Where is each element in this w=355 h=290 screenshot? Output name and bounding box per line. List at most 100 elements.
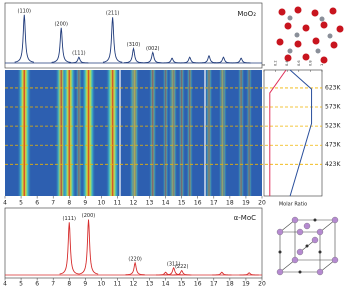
ratio-tick-label: 0.6 [297, 60, 301, 66]
peak [143, 51, 163, 64]
peak [102, 17, 123, 63]
moc-structure [276, 216, 339, 276]
peak-label: (002) [146, 46, 159, 52]
x-tick-label: 18 [226, 200, 234, 207]
x-tick-label: 4 [3, 281, 7, 288]
x-tick-label: 10 [98, 200, 106, 207]
x-tick-label: 20 [258, 281, 266, 288]
x-tick-label: 18 [226, 281, 234, 288]
peak [239, 272, 259, 276]
heat-stripe [62, 70, 77, 196]
x-tick-label: 14 [162, 281, 170, 288]
x-tick-label: 11 [114, 200, 122, 207]
peak [59, 222, 79, 275]
peak [162, 57, 182, 64]
x-tick-label: 5 [19, 281, 23, 288]
peak [231, 57, 251, 64]
ratio-line [269, 69, 287, 196]
heat-stripe [245, 70, 253, 196]
top-frame [4, 2, 263, 69]
ratio-line [289, 69, 313, 197]
x-tick-label: 12 [130, 200, 138, 207]
ratio-tick-label: 0.4 [285, 60, 289, 66]
heat-stripe [170, 70, 178, 196]
y-tick-label: 623K [325, 84, 341, 91]
ratio-tick-label: 0.2 [274, 60, 278, 66]
peak-label: (111) [72, 51, 85, 57]
x-tick-label: 9 [83, 281, 87, 288]
ratio-tick-label: 1 [320, 64, 324, 66]
heat-stripe [81, 70, 96, 196]
peak [172, 269, 192, 276]
heat-stripe [17, 70, 32, 196]
x-tick-label: 4 [3, 200, 7, 207]
peak-label: (200) [54, 21, 67, 27]
x-tick-label: 11 [114, 281, 122, 288]
ratio-tick-label: 0 [262, 64, 266, 66]
peak [164, 266, 184, 276]
ratio-tick-label: 0.8 [308, 60, 312, 66]
panel-label: α-MoC [234, 214, 256, 222]
heat-stripe [186, 70, 194, 196]
peak-label: (220) [128, 256, 141, 262]
peak [78, 219, 99, 275]
x-tick-label: 17 [210, 281, 218, 288]
peak [14, 14, 34, 63]
x-tick-label: 8 [67, 281, 71, 288]
peak [212, 271, 232, 276]
x-tick-label: 6 [35, 200, 39, 207]
peak-label: (222) [175, 264, 188, 270]
x-tick-label: 6 [35, 281, 39, 288]
x-tick-label: 10 [98, 281, 106, 288]
peak [199, 54, 219, 64]
peak-label: (110) [18, 8, 31, 14]
y-tick-label: 473K [325, 142, 341, 149]
heat-stripe [131, 70, 139, 196]
peak [180, 56, 200, 64]
ratio-frame [263, 69, 323, 197]
x-tick-label: 16 [194, 281, 202, 288]
x-tick-label: 5 [19, 200, 23, 207]
heat-stripe [162, 70, 169, 196]
ratio-label: Molar Ratio [279, 202, 307, 208]
peak-label: (211) [106, 11, 119, 17]
heat-stripe [75, 70, 83, 196]
y-tick-label: 573K [325, 104, 341, 111]
x-tick-label: 15 [178, 200, 186, 207]
x-tick-label: 9 [83, 200, 87, 207]
heat-stripe [205, 70, 213, 196]
x-tick-label: 20 [258, 200, 266, 207]
x-tick-label: 7 [51, 200, 55, 207]
peak-label: (111) [63, 216, 76, 222]
x-tick-label: 19 [242, 281, 250, 288]
x-tick-label: 12 [130, 281, 138, 288]
peak [125, 261, 145, 276]
heat-stripe [237, 70, 245, 196]
moo2-structure [276, 6, 344, 64]
x-tick-label: 19 [242, 200, 250, 207]
heat-stripe [105, 70, 120, 196]
y-tick-label: 523K [325, 123, 341, 130]
x-tick-label: 7 [51, 281, 55, 288]
peak [213, 56, 234, 64]
heat-stripe [148, 70, 157, 196]
heat-stripe [178, 70, 186, 196]
peak-label: (200) [82, 213, 95, 219]
heat-stripe [218, 70, 226, 196]
peak [69, 56, 89, 64]
x-tick-label: 16 [194, 200, 202, 207]
panel-label: MoO₂ [237, 10, 256, 18]
y-tick-label: 423K [325, 161, 341, 168]
bottom-frame [4, 207, 263, 279]
x-tick-label: 13 [146, 200, 154, 207]
x-tick-label: 13 [146, 281, 154, 288]
x-tick-label: 14 [162, 200, 170, 207]
peak [51, 27, 71, 63]
heat-stripe [55, 70, 68, 196]
x-tick-label: 17 [210, 200, 218, 207]
peak-label: (310) [127, 42, 140, 48]
x-tick-label: 15 [178, 281, 186, 288]
peak [123, 46, 144, 64]
